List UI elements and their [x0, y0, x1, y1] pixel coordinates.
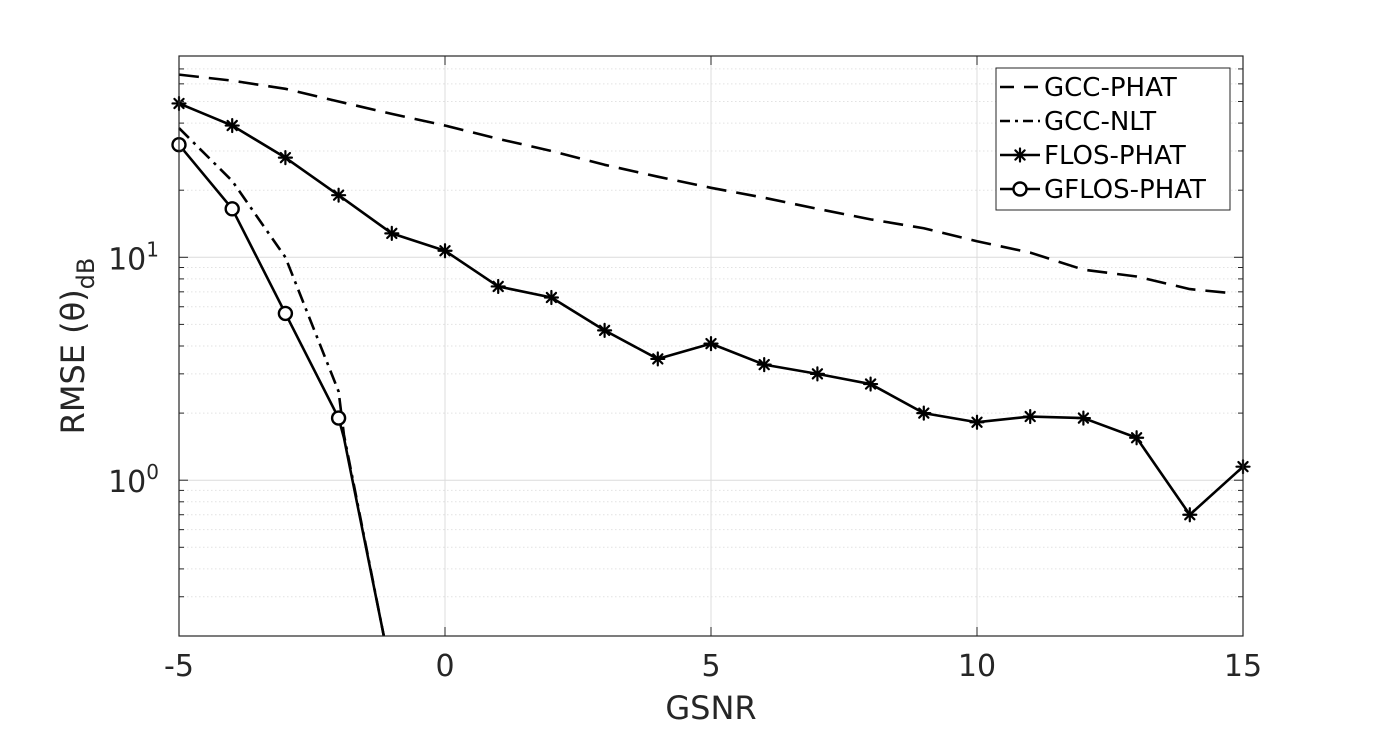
y-tick-label: 100	[108, 460, 159, 500]
marker-flos-phat	[809, 366, 826, 382]
marker-flos-phat	[543, 289, 560, 306]
y-tick-label-exponent: 1	[146, 237, 159, 261]
marker-flos-phat	[384, 225, 400, 242]
marker-flos-phat	[331, 187, 347, 203]
marker-flos-phat	[437, 243, 453, 259]
marker-flos-phat	[703, 336, 719, 352]
marker-flos-phat	[969, 414, 985, 430]
x-tick-label: -5	[164, 649, 194, 684]
marker-flos-phat	[862, 376, 879, 392]
marker-gflos-phat	[224, 201, 240, 217]
marker-flos-phat	[916, 405, 932, 421]
y-axis-label: RMSE (θ)dB	[54, 258, 100, 435]
y-tick-label-exponent: 0	[146, 460, 159, 484]
marker-flos-phat	[490, 278, 506, 295]
y-tick-label-base: 10	[108, 242, 146, 277]
y-tick-label: 101	[108, 237, 159, 277]
marker-flos-phat	[1128, 430, 1145, 446]
axis-ticks	[178, 55, 1244, 637]
x-tick-label: 10	[958, 649, 996, 684]
legend-item-gflos-phat: GFLOS-PHAT	[1000, 175, 1206, 205]
legend-marker-gflos-phat	[1012, 181, 1028, 197]
marker-gflos-phat	[330, 410, 347, 426]
marker-flos-phat	[277, 150, 293, 166]
legend-label-flos-phat: FLOS-PHAT	[1044, 141, 1186, 171]
marker-flos-phat	[650, 351, 666, 367]
marker-flos-phat	[1182, 507, 1198, 523]
x-axis-label: GSNR	[665, 689, 756, 727]
y-axis-label-main: RMSE (θ)	[54, 289, 92, 434]
legend-box	[995, 67, 1231, 211]
marker-flos-phat	[1022, 408, 1038, 425]
y-tick-label-base: 10	[108, 465, 146, 500]
marker-flos-phat	[1075, 410, 1092, 426]
series-flos-phat	[171, 95, 1251, 523]
marker-flos-phat	[596, 322, 613, 338]
legend-marker-flos-phat	[1012, 147, 1028, 163]
y-axis-label-subscript: dB	[72, 258, 100, 290]
x-tick-label: 15	[1224, 649, 1262, 684]
marker-flos-phat	[224, 117, 240, 134]
x-tick-label: 5	[701, 649, 720, 684]
series-gcc-phat	[178, 73, 1233, 295]
marker-flos-phat	[756, 357, 772, 373]
legend-label-gflos-phat: GFLOS-PHAT	[1044, 175, 1206, 205]
legend-item-gcc-phat: GCC-PHAT	[1000, 73, 1177, 103]
line-gflos-phat	[177, 143, 386, 637]
x-tick-label: 0	[435, 649, 454, 684]
legend: GCC-PHAT GCC-NLT FLOS-PHAT GFLOS-PHAT	[995, 67, 1231, 211]
legend-label-gcc-nlt: GCC-NLT	[1044, 107, 1156, 137]
marker-gflos-phat	[277, 305, 294, 322]
legend-label-gcc-phat: GCC-PHAT	[1044, 73, 1177, 103]
line-gcc-phat	[178, 73, 1233, 295]
legend-item-gcc-nlt: GCC-NLT	[1000, 107, 1156, 137]
legend-item-flos-phat: FLOS-PHAT	[1000, 141, 1186, 171]
